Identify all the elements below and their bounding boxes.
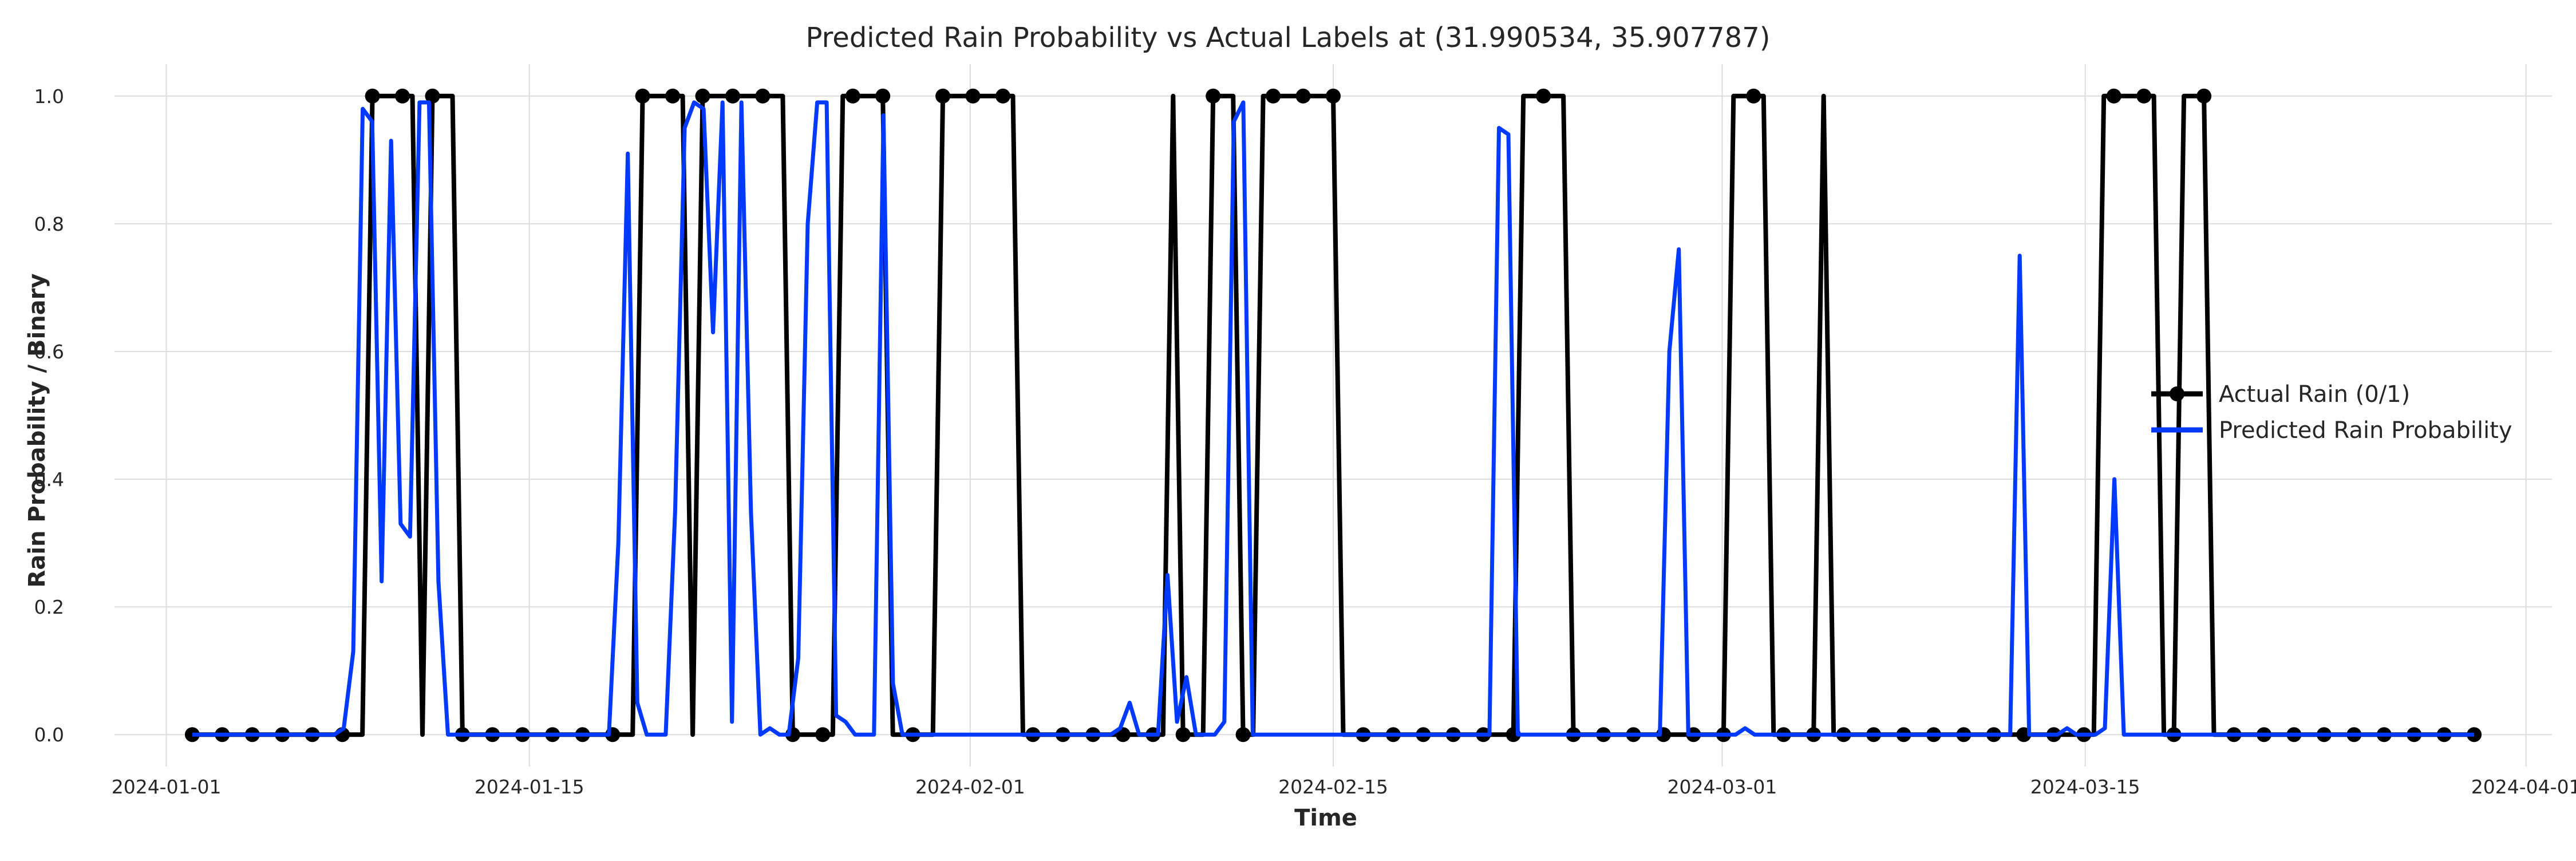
actual-rain-point xyxy=(935,88,951,104)
actual-rain-point xyxy=(635,88,650,104)
actual-rain-point xyxy=(1206,88,1221,104)
x-tick-label: 2024-01-15 xyxy=(475,776,584,798)
x-tick-label: 2024-04-01 xyxy=(2471,776,2576,798)
predicted-rain-probability-line xyxy=(192,100,2475,737)
x-tick-label: 2024-01-01 xyxy=(112,776,222,798)
actual-rain-point xyxy=(665,88,681,104)
y-axis-label: Rain Probability / Binary xyxy=(24,274,50,588)
x-tick-label: 2024-03-01 xyxy=(1668,776,1777,798)
x-tick-label: 2024-02-01 xyxy=(915,776,1025,798)
actual-rain-point xyxy=(815,727,831,742)
actual-rain-point xyxy=(1326,88,1341,104)
chart-title: Predicted Rain Probability vs Actual Lab… xyxy=(806,22,1771,54)
y-tick-label: 0.0 xyxy=(34,724,64,746)
actual-rain-point xyxy=(2136,88,2152,104)
actual-rain-point xyxy=(755,88,771,104)
y-tick-label: 0.2 xyxy=(34,596,64,618)
legend-label-predicted: Predicted Rain Probability xyxy=(2219,417,2512,444)
actual-rain-point xyxy=(995,88,1010,104)
actual-rain-point xyxy=(965,88,981,104)
actual-rain-point xyxy=(1235,727,1251,742)
series-layer xyxy=(184,88,2482,742)
actual-rain-point xyxy=(1746,88,1761,104)
actual-rain-point xyxy=(1266,88,1281,104)
actual-rain-point xyxy=(2106,88,2121,104)
x-tick-label: 2024-03-15 xyxy=(2030,776,2140,798)
actual-rain-point xyxy=(1536,88,1551,104)
actual-rain-point xyxy=(845,88,860,104)
x-axis-label: Time xyxy=(1294,805,1357,831)
actual-rain-point xyxy=(875,88,891,104)
legend-marker-actual xyxy=(2170,386,2184,401)
y-tick-label: 0.6 xyxy=(34,341,64,363)
legend-label-actual: Actual Rain (0/1) xyxy=(2219,381,2410,408)
actual-rain-point xyxy=(365,88,380,104)
legend: Actual Rain (0/1) Predicted Rain Probabi… xyxy=(2151,381,2512,444)
y-tick-label: 0.4 xyxy=(34,468,64,491)
actual-rain-point xyxy=(395,88,410,104)
actual-rain-point xyxy=(1295,88,1311,104)
actual-rain-point xyxy=(425,88,440,104)
actual-rain-point xyxy=(695,88,710,104)
actual-rain-point xyxy=(1175,727,1191,742)
y-tick-label: 0.8 xyxy=(34,213,64,235)
actual-rain-point xyxy=(725,88,740,104)
tick-labels: 0.0 0.2 0.4 0.6 0.8 1.0 2024-01-01 2024-01-15 20… xyxy=(34,85,2576,798)
x-tick-label: 2024-02-15 xyxy=(1278,776,1388,798)
y-tick-label: 1.0 xyxy=(34,85,64,108)
actual-rain-point xyxy=(2196,88,2212,104)
